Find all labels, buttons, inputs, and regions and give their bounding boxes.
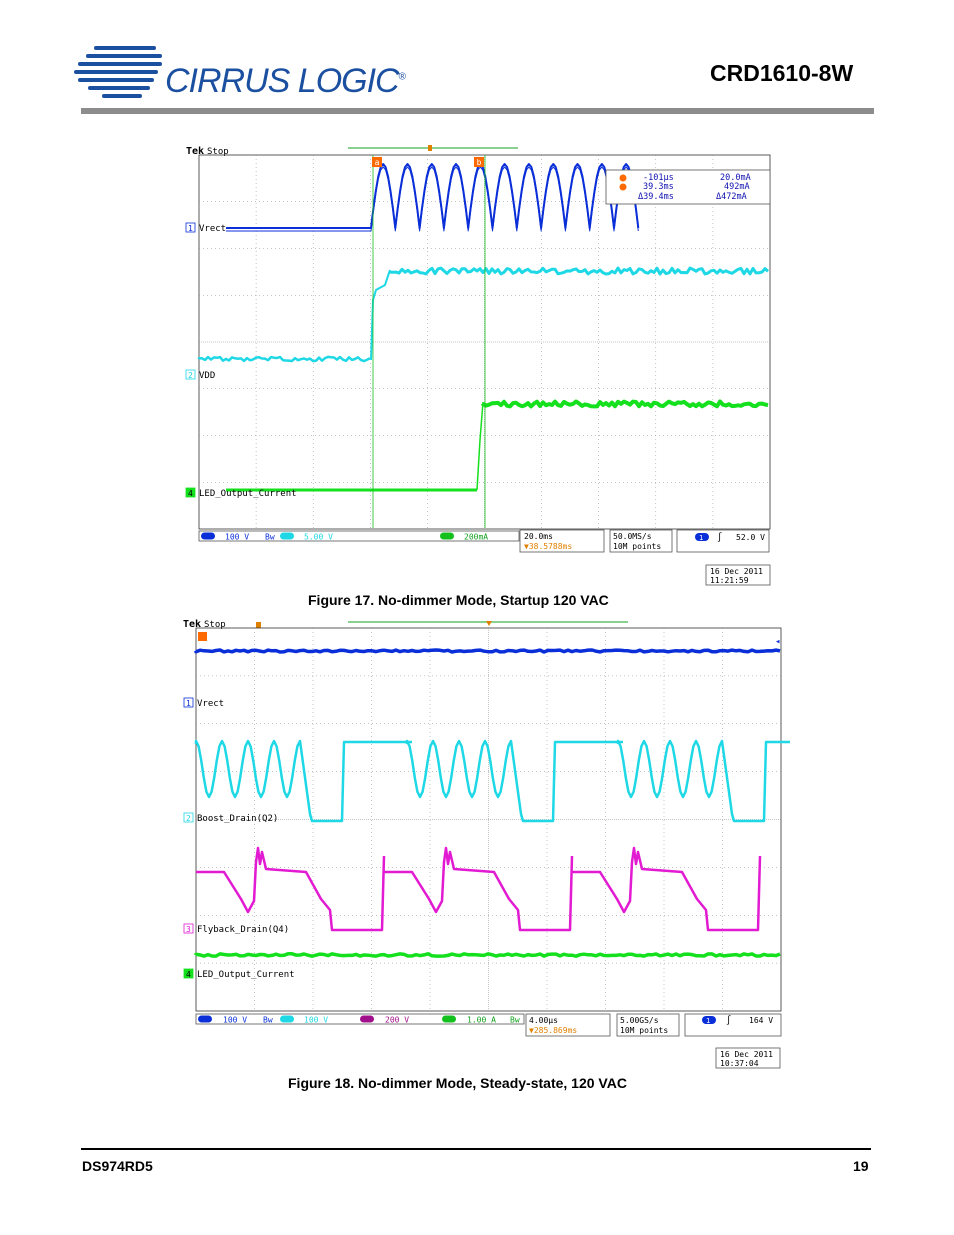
status-bar: 100 V Bw 100 V 200 V 1.00 A Bw 4.00µs ▼2…: [196, 1014, 781, 1036]
figure-18-caption: Figure 18. No-dimmer Mode, Steady-state,…: [288, 1075, 627, 1091]
channel-label-vrect: Vrect: [199, 224, 226, 234]
figure-17-oscilloscope: Tek Stop a b -101µs 20.0mA 39.3ms 492mA …: [180, 140, 780, 590]
svg-text:1: 1: [188, 224, 193, 233]
vdd-trace-ramp: [371, 270, 390, 360]
svg-text:11:21:59: 11:21:59: [710, 576, 749, 585]
cursor-b-label: b: [477, 158, 482, 167]
figure-17-caption: Figure 17. No-dimmer Mode, Startup 120 V…: [308, 592, 609, 608]
acq-marker-icon: [256, 622, 261, 628]
flyback-drain-trace-1: [196, 848, 384, 930]
figure-18-oscilloscope: Tek Stop ◂ 1 Vrect 2 Boost_Drain(Q2) 3 F…: [180, 614, 790, 1074]
svg-text:1.00 A: 1.00 A: [467, 1016, 496, 1025]
trigger-marker-icon: [486, 621, 492, 626]
flyback-drain-trace-3: [572, 848, 760, 930]
tek-state: Stop: [207, 147, 229, 157]
channel-label-vrect: Vrect: [197, 699, 224, 709]
svg-text:16 Dec 2011: 16 Dec 2011: [720, 1050, 773, 1059]
status-bar: 100 V Bw 5.00 V 200mA 20.0ms ▼38.5788ms …: [199, 530, 769, 552]
boost-drain-trace-3: [618, 741, 790, 821]
document-title: CRD1610-8W: [710, 60, 853, 87]
svg-text:1: 1: [706, 1017, 710, 1025]
vdd-trace-after: [390, 268, 768, 274]
trigger-position-icon: [198, 632, 207, 641]
svg-text:▼38.5788ms: ▼38.5788ms: [524, 542, 572, 551]
footer-page-number: 19: [853, 1158, 869, 1174]
svg-text:∫: ∫: [717, 532, 722, 543]
channel-label-led-current: LED_Output_Current: [199, 489, 297, 499]
logo-swoosh-icon: [72, 40, 172, 104]
svg-text:1: 1: [186, 699, 191, 708]
vrect-trace: [226, 164, 638, 228]
header-rule: [81, 108, 874, 114]
svg-text:4.00µs: 4.00µs: [529, 1016, 558, 1025]
svg-text:100 V: 100 V: [225, 533, 249, 542]
svg-text:100 V: 100 V: [304, 1016, 328, 1025]
cursor-readout: -101µs 20.0mA 39.3ms 492mA Δ39.4ms Δ472m…: [606, 170, 770, 204]
svg-text:50.0MS/s: 50.0MS/s: [613, 532, 652, 541]
waveforms: [199, 164, 768, 490]
svg-text:16 Dec 2011: 16 Dec 2011: [710, 567, 763, 576]
led-current-trace-on: [483, 402, 768, 407]
tek-state: Stop: [204, 620, 226, 630]
vrect-trace: [196, 650, 780, 652]
svg-text:20.0ms: 20.0ms: [524, 532, 553, 541]
led-current-trace: [196, 954, 780, 956]
boost-drain-trace-2: [407, 741, 623, 821]
footer-rule: [81, 1148, 871, 1150]
flyback-drain-trace-2: [384, 848, 572, 930]
svg-text:4: 4: [188, 489, 193, 498]
svg-text:2: 2: [188, 371, 193, 380]
vdd-trace-before: [199, 357, 370, 361]
svg-text:164 V: 164 V: [749, 1016, 773, 1025]
svg-text:10M points: 10M points: [620, 1026, 668, 1035]
svg-text:Bw: Bw: [265, 533, 275, 542]
brand-name: CIRRUS LOGIC®: [165, 62, 405, 101]
channel-label-led-current: LED_Output_Current: [197, 970, 295, 980]
channel-label-vdd: VDD: [199, 371, 215, 381]
svg-text:100 V: 100 V: [223, 1016, 247, 1025]
svg-text:Δ39.4ms: Δ39.4ms: [638, 192, 674, 202]
trigger-marker-icon: [428, 145, 432, 151]
svg-text:∫: ∫: [726, 1015, 731, 1026]
svg-text:10M points: 10M points: [613, 542, 661, 551]
svg-text:492mA: 492mA: [724, 182, 750, 192]
channel-label-flyback-drain: Flyback_Drain(Q4): [197, 925, 289, 935]
svg-text:10:37:04: 10:37:04: [720, 1059, 759, 1068]
footer-doc-id: DS974RD5: [82, 1158, 153, 1174]
svg-text:5.00 V: 5.00 V: [304, 533, 333, 542]
timestamp-box: 16 Dec 2011 10:37:04: [716, 1048, 780, 1068]
trigger-level-arrow-icon: ◂: [775, 637, 780, 647]
svg-text:200mA: 200mA: [464, 533, 488, 542]
svg-text:5.00GS/s: 5.00GS/s: [620, 1016, 659, 1025]
graticule: [199, 155, 770, 529]
boost-drain-trace-1: [196, 741, 412, 821]
svg-text:▼285.869ms: ▼285.869ms: [529, 1026, 577, 1035]
svg-text:Bw: Bw: [510, 1016, 520, 1025]
svg-text:52.0 V: 52.0 V: [736, 533, 765, 542]
svg-text:1: 1: [699, 534, 703, 542]
cursor-a-label: a: [375, 158, 380, 167]
svg-text:39.3ms: 39.3ms: [643, 182, 674, 192]
led-current-trace-rise: [477, 402, 483, 490]
svg-text:Bw: Bw: [263, 1016, 273, 1025]
waveforms: [196, 650, 790, 956]
channel-label-boost-drain: Boost_Drain(Q2): [197, 814, 278, 824]
svg-text:4: 4: [186, 970, 191, 979]
svg-text:2: 2: [186, 814, 191, 823]
svg-text:200 V: 200 V: [385, 1016, 409, 1025]
vrect-trace-envelope: [226, 167, 638, 231]
svg-text:Δ472mA: Δ472mA: [716, 192, 747, 202]
svg-text:3: 3: [186, 925, 191, 934]
timestamp-box: 16 Dec 2011 11:21:59: [706, 565, 770, 585]
